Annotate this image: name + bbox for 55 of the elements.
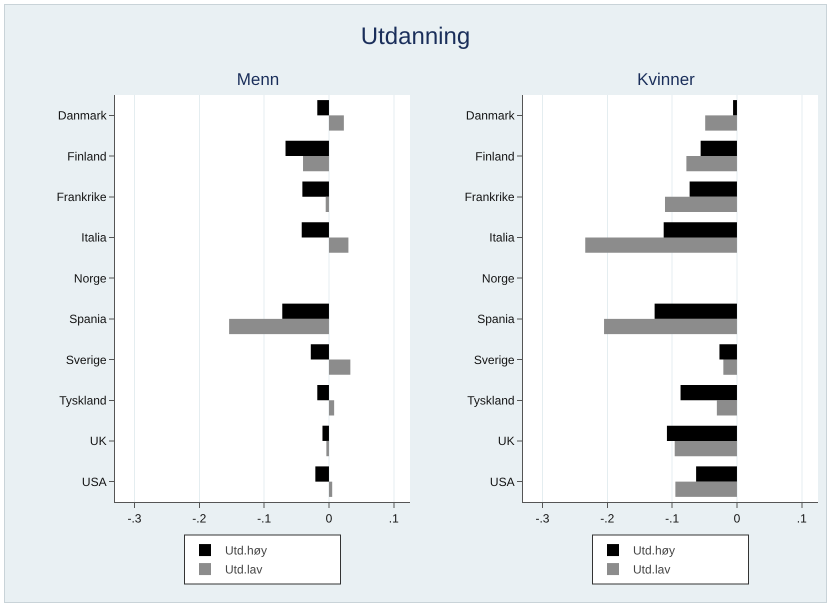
y-tick-label: Frankrike	[464, 190, 515, 204]
legend-label: Utd.lav	[225, 562, 262, 577]
bar	[317, 384, 329, 400]
y-tick-label: Italia	[489, 230, 515, 245]
x-tick-label: -.3	[127, 511, 142, 526]
bar	[328, 400, 334, 416]
bar	[328, 237, 348, 253]
x-tick-label: -.2	[192, 511, 207, 526]
x-tick-label: 0	[326, 511, 333, 526]
x-tick-label: -.1	[257, 511, 272, 526]
bar	[317, 100, 329, 116]
y-tick-label: Frankrike	[56, 190, 107, 204]
legend-label: Utd.høy	[633, 544, 676, 558]
bar	[286, 140, 329, 156]
bar	[302, 181, 329, 197]
legend-label: Utd.høy	[225, 544, 268, 558]
y-tick-label: Finland	[67, 149, 107, 164]
y-tick-label: USA	[490, 474, 515, 489]
y-tick-label: UK	[498, 434, 515, 448]
y-tick-label: Spania	[69, 312, 107, 326]
bar	[229, 318, 329, 334]
bar	[310, 344, 329, 360]
y-tick-label: UK	[90, 434, 107, 448]
text: Utdanning	[360, 23, 472, 51]
y-tick-label: Finland	[475, 149, 515, 164]
y-tick-label: Norge	[74, 271, 107, 286]
bar	[303, 156, 329, 172]
bar	[315, 466, 329, 482]
y-tick-label: Italia	[81, 230, 107, 245]
y-tick-label: Tyskland	[59, 393, 107, 408]
y-tick-label: USA	[82, 474, 107, 489]
x-tick-label: 0	[734, 511, 741, 526]
bar	[328, 115, 344, 131]
bar	[326, 196, 329, 212]
bar	[328, 360, 350, 375]
y-tick-label: Sverige	[66, 352, 107, 367]
bar	[302, 222, 329, 238]
y-tick-label: Danmark	[58, 108, 108, 123]
y-tick-label: Sverige	[474, 352, 515, 367]
chart-title: Menn	[236, 70, 280, 89]
y-tick-label: Norge	[482, 271, 515, 286]
chart-title: Kvinner	[637, 70, 696, 89]
bar	[328, 482, 332, 497]
x-tick-label: .1	[388, 511, 400, 526]
bar	[282, 304, 329, 319]
y-tick-label: Danmark	[466, 108, 516, 123]
legend-label: Utd.lav	[633, 562, 670, 577]
bar	[322, 426, 329, 441]
y-tick-label: Spania	[477, 312, 515, 326]
x-tick-label: -.1	[665, 511, 680, 526]
x-tick-label: -.2	[600, 511, 615, 526]
x-tick-label: -.3	[535, 511, 550, 526]
y-tick-label: Tyskland	[467, 393, 515, 408]
x-tick-label: .1	[796, 511, 808, 526]
bar	[326, 440, 329, 456]
